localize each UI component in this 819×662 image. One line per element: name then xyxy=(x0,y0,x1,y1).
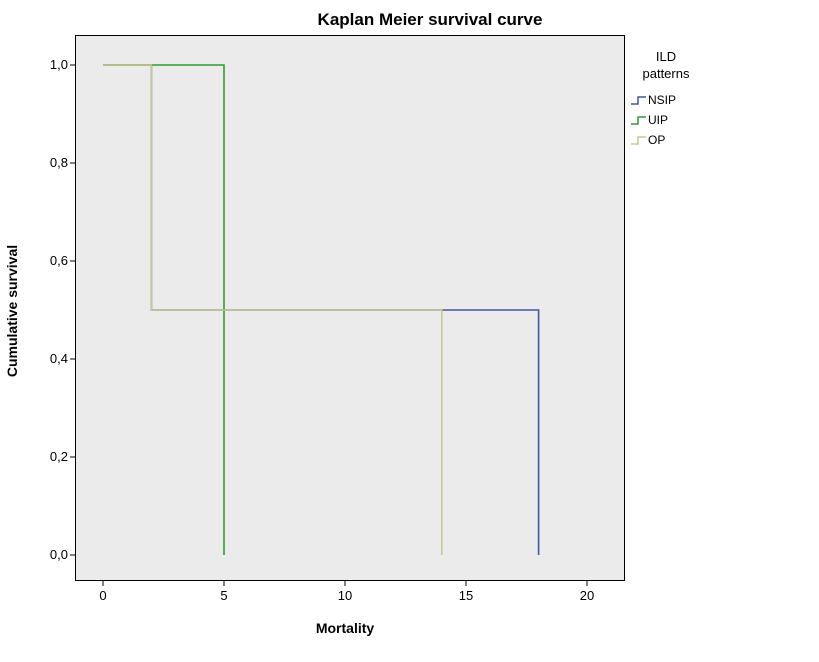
x-tick-label: 15 xyxy=(458,588,474,603)
legend-item-op: OP xyxy=(630,130,740,150)
legend-step-glyph xyxy=(631,95,646,105)
legend-label: UIP xyxy=(648,113,669,127)
x-tick-label: 5 xyxy=(220,588,228,603)
legend-item-nsip: NSIP xyxy=(630,90,740,110)
x-tick-label: 20 xyxy=(579,588,595,603)
legend-title: ILD patterns xyxy=(630,48,702,82)
legend: ILD patterns NSIP UIP OP xyxy=(630,48,740,150)
y-tick-label: 0,8 xyxy=(49,155,68,170)
legend-step-glyph xyxy=(631,135,646,145)
legend-title-line: patterns xyxy=(642,66,690,81)
legend-entries: NSIP UIP OP xyxy=(630,90,740,150)
y-tick-label: 0,6 xyxy=(49,253,68,268)
series-line-op xyxy=(103,64,443,555)
y-tick-label: 0,4 xyxy=(49,351,68,366)
legend-label: NSIP xyxy=(648,93,677,107)
y-tick-label: 0,2 xyxy=(49,449,68,464)
x-tick-label: 0 xyxy=(99,588,107,603)
x-axis-label: Mortality xyxy=(315,620,375,636)
plot-area xyxy=(70,35,625,586)
chart-title: Kaplan Meier survival curve xyxy=(317,10,543,29)
y-tick-label: 1,0 xyxy=(49,57,68,72)
legend-item-uip: UIP xyxy=(630,110,740,130)
legend-label: OP xyxy=(648,133,666,147)
legend-step-glyph xyxy=(631,115,646,125)
x-tick-label: 10 xyxy=(337,588,353,603)
y-tick-label: 0,0 xyxy=(49,547,68,562)
plot-background xyxy=(75,35,625,581)
legend-title-line: ILD xyxy=(655,49,677,64)
y-axis-label: Cumulative survival xyxy=(4,244,20,378)
